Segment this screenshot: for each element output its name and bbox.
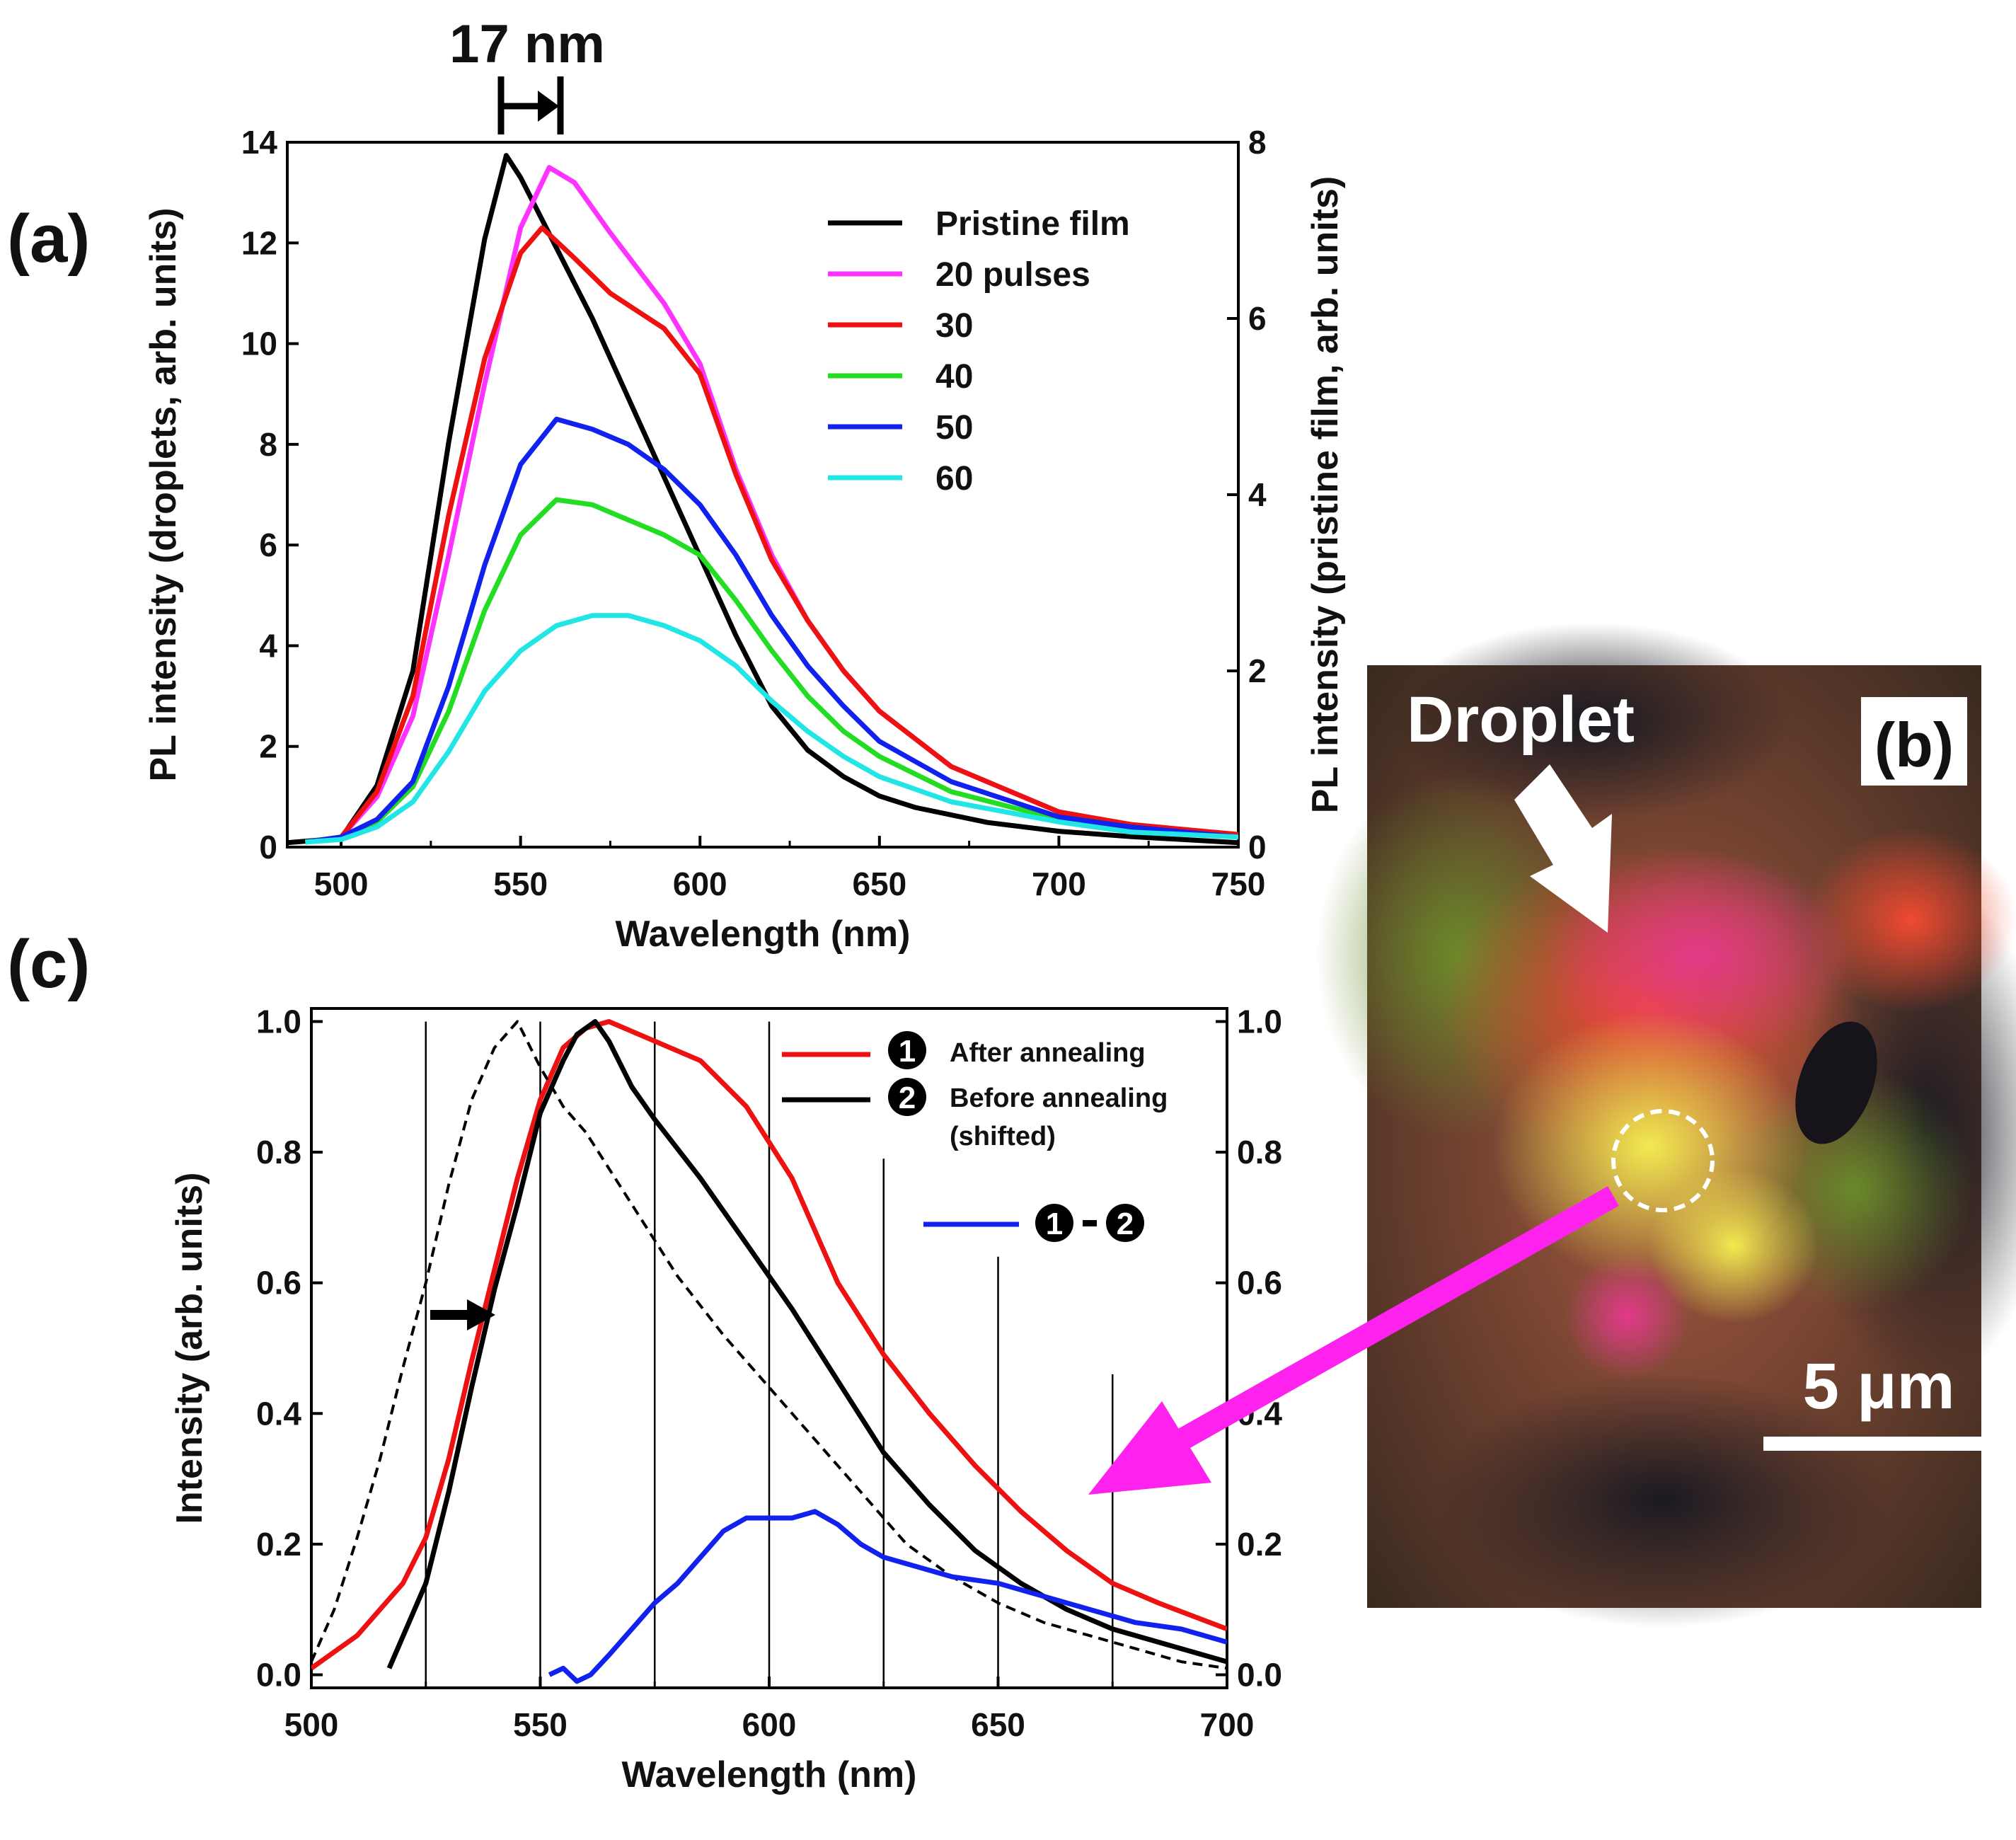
series-line — [305, 613, 1238, 845]
series-line — [304, 416, 1238, 845]
y-axis-label: PL intensity (droplets, arb. units) — [143, 208, 184, 782]
droplet-label: Droplet — [1407, 684, 1635, 756]
legend-label: Pristine film — [935, 205, 1130, 243]
number-marker-icon — [888, 1031, 926, 1069]
micrograph-red-region — [1804, 828, 2016, 1012]
y-tick-label: 2 — [259, 728, 277, 765]
y-tick-label: 6 — [259, 527, 277, 563]
micrograph-dark-region — [1394, 623, 1790, 821]
scale-bar-label: 5 μm — [1803, 1350, 1955, 1422]
shift-arrow-head — [538, 91, 559, 122]
legend-label: Before annealing — [950, 1083, 1168, 1113]
number-marker-label: 2 — [899, 1081, 916, 1115]
x-tick-label: 700 — [1200, 1706, 1255, 1743]
y-tick-label: 0.0 — [256, 1657, 301, 1694]
legend-label: 40 — [935, 358, 973, 396]
number-marker-icon — [1106, 1204, 1144, 1242]
series-line — [287, 153, 1238, 846]
series-line — [311, 1020, 1227, 1670]
y-right-tick-label: 0.8 — [1237, 1134, 1282, 1171]
x-tick-label: 750 — [1211, 866, 1266, 902]
number-marker-label: 1 — [899, 1034, 916, 1069]
y-right-tick-label: 2 — [1248, 652, 1267, 689]
y-tick-label: 0.8 — [256, 1134, 301, 1171]
legend-minus-sign — [1083, 1220, 1097, 1226]
x-tick-label: 650 — [971, 1706, 1025, 1743]
y-tick-label: 1.0 — [256, 1003, 301, 1040]
legend-label: 20 pulses — [935, 256, 1090, 294]
y-tick-label: 12 — [241, 224, 277, 261]
series-line — [304, 497, 1238, 845]
y-tick-label: 14 — [241, 124, 278, 161]
micrograph-pink-region — [1564, 1253, 1691, 1380]
micrograph-pink-region — [1543, 849, 1854, 1062]
y-right-tick-label: 0.6 — [1237, 1265, 1282, 1301]
legend-sublabel: (shifted) — [950, 1122, 1056, 1151]
y-right-tick-label: 0 — [1248, 829, 1267, 866]
y-tick-label: 0.4 — [256, 1395, 301, 1432]
y-right-tick-label: 0.2 — [1237, 1526, 1282, 1563]
chart-a: 500 550 600 650 700 7500246810121402468Wavele… — [143, 124, 1346, 955]
y-right-axis-label: PL intensity (pristine film, arb. units) — [1305, 176, 1346, 813]
y-right-tick-label: 8 — [1248, 124, 1267, 161]
legend-label: 60 — [935, 460, 973, 498]
legend-label: 50 — [935, 409, 973, 447]
chart-c: 500 550 600 650 700 0.0 0.2 0.4 0.6 0.8 1.0 0.0 0.2 0… — [169, 1003, 1282, 1795]
number-marker-icon — [888, 1078, 926, 1116]
y-tick-label: 0.2 — [256, 1526, 301, 1563]
panel-a-label: (a) — [7, 201, 90, 277]
x-axis-label: Wavelength (nm) — [622, 1754, 917, 1795]
y-right-tick-label: 4 — [1248, 476, 1267, 513]
x-tick-label: 550 — [493, 866, 548, 902]
shift-annotation: 17 nm — [449, 14, 605, 134]
shift-arrow-c-head — [467, 1299, 495, 1330]
number-marker-label: 2 — [1117, 1207, 1134, 1241]
legend-a: Pristine film 20 pulses 30 40 50 60 — [828, 205, 1130, 498]
x-tick-label: 500 — [284, 1706, 339, 1743]
x-tick-label: 600 — [673, 866, 727, 902]
y-tick-label: 10 — [241, 326, 277, 362]
y-axis-label: Intensity (arb. units) — [169, 1173, 210, 1524]
micrograph: Droplet (b) 5 μm — [1316, 623, 2016, 1628]
y-right-tick-label: 1.0 — [1237, 1003, 1282, 1040]
micrograph-selection-circle — [1611, 1109, 1715, 1212]
magenta-arrow — [1088, 1186, 1619, 1495]
y-tick-label: 0.6 — [256, 1265, 301, 1301]
micrograph-yellow-region — [1649, 1168, 1819, 1323]
y-tick-label: 0 — [259, 829, 277, 866]
legend-c: 1 After annealing 2 Before annealing (shifte… — [782, 1031, 1168, 1242]
x-tick-label: 700 — [1032, 866, 1086, 902]
series-line — [386, 1019, 1227, 1669]
x-axis-label: Wavelength (nm) — [616, 914, 911, 955]
legend-label: After annealing — [950, 1038, 1146, 1068]
droplet-arrow — [1514, 764, 1612, 933]
y-tick-label: 4 — [259, 627, 277, 664]
series-line — [304, 225, 1238, 845]
series-line — [311, 1019, 1227, 1671]
x-tick-label: 500 — [314, 866, 369, 902]
number-marker-icon — [1035, 1204, 1073, 1242]
micrograph-panel-label-box — [1861, 697, 1967, 786]
shift-annotation-label: 17 nm — [449, 14, 605, 74]
series-group — [287, 153, 1238, 846]
magenta-arrow-head — [1088, 1401, 1211, 1495]
number-marker-label: 1 — [1046, 1207, 1063, 1241]
micrograph-dark-spot — [1795, 1021, 1877, 1144]
y-tick-label: 8 — [259, 426, 277, 463]
x-tick-label: 600 — [742, 1706, 797, 1743]
y-right-tick-label: 6 — [1248, 300, 1267, 337]
scale-bar — [1763, 1437, 1995, 1451]
series-group — [311, 1019, 1227, 1684]
magenta-arrow-shaft — [1169, 1186, 1619, 1454]
x-tick-label: 650 — [852, 866, 906, 902]
legend-label: 30 — [935, 307, 973, 345]
series-line — [304, 165, 1238, 845]
micrograph-panel-label: (b) — [1874, 710, 1954, 780]
y-right-tick-label: 0.0 — [1237, 1657, 1282, 1694]
series-line — [548, 1509, 1227, 1684]
x-tick-label: 550 — [513, 1706, 568, 1743]
panel-c-label: (c) — [7, 926, 90, 1002]
